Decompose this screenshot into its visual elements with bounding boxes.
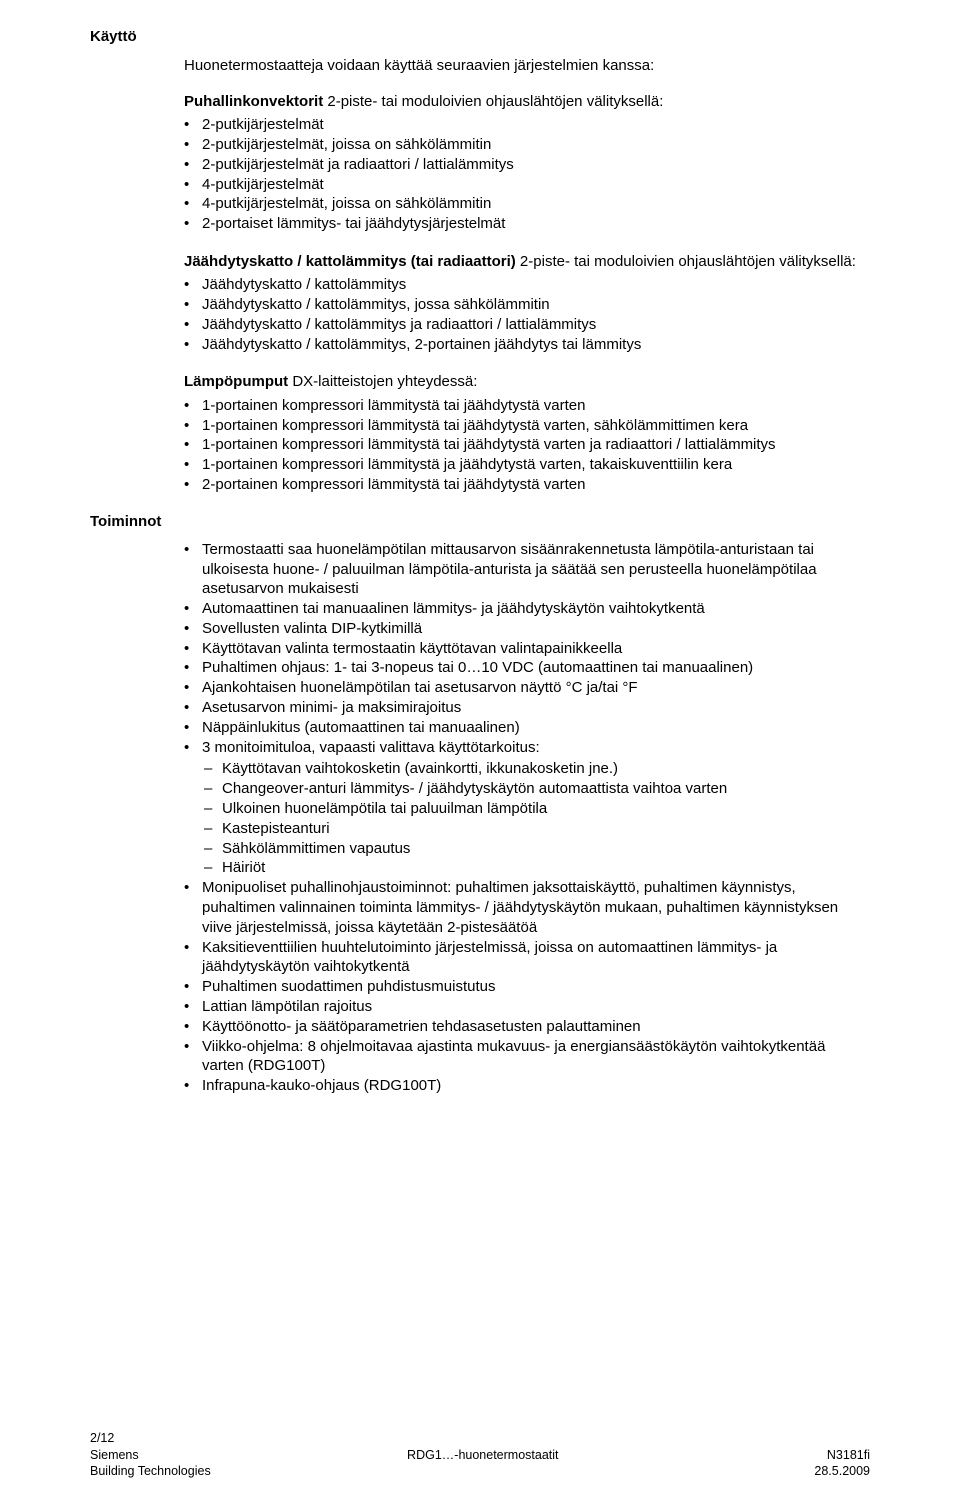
section2-title-bold: Jäähdytyskatto / kattolämmitys (tai radi… bbox=[184, 253, 516, 270]
list-item: Monipuoliset puhallinohjaustoiminnot: pu… bbox=[184, 878, 870, 937]
section2-title: Jäähdytyskatto / kattolämmitys (tai radi… bbox=[184, 252, 870, 272]
list-item: 1-portainen kompressori lämmitystä tai j… bbox=[184, 435, 870, 455]
sublist-item: Changeover-anturi lämmitys- / jäähdytysk… bbox=[202, 779, 870, 799]
list-item: Puhaltimen ohjaus: 1- tai 3-nopeus tai 0… bbox=[184, 658, 870, 678]
section3-list: 1-portainen kompressori lämmitystä tai j… bbox=[184, 396, 870, 495]
list-item: 4-putkijärjestelmät bbox=[184, 175, 870, 195]
sublist-item: Ulkoinen huonelämpötila tai paluuilman l… bbox=[202, 799, 870, 819]
footer-page-number: 2/12 bbox=[90, 1431, 870, 1445]
list-item: Jäähdytyskatto / kattolämmitys, 2-portai… bbox=[184, 335, 870, 355]
list-item: Viikko-ohjelma: 8 ohjelmoitavaa ajastint… bbox=[184, 1037, 870, 1077]
section1-list: 2-putkijärjestelmät 2-putkijärjestelmät,… bbox=[184, 115, 870, 234]
list-item: 1-portainen kompressori lämmitystä ja jä… bbox=[184, 455, 870, 475]
list-item: Puhaltimen suodattimen puhdistusmuistutu… bbox=[184, 977, 870, 997]
document-page: Käyttö Huonetermostaatteja voidaan käytt… bbox=[0, 0, 960, 1499]
list-item: Käyttöönotto- ja säätöparametrien tehdas… bbox=[184, 1017, 870, 1037]
list-item: Automaattinen tai manuaalinen lämmitys- … bbox=[184, 599, 870, 619]
sublist-item: Käyttötavan vaihtokosketin (avainkortti,… bbox=[202, 759, 870, 779]
list-item: Käyttötavan valinta termostaatin käyttöt… bbox=[184, 639, 870, 659]
list-item: 2-putkijärjestelmät, joissa on sähkölämm… bbox=[184, 135, 870, 155]
section3-title-bold: Lämpöpumput bbox=[184, 373, 288, 390]
list-item: Jäähdytyskatto / kattolämmitys, jossa sä… bbox=[184, 295, 870, 315]
list-item: Näppäinlukitus (automaattinen tai manuaa… bbox=[184, 718, 870, 738]
footer-center: RDG1…-huonetermostaatit bbox=[407, 1447, 558, 1463]
heading-toiminnot: Toiminnot bbox=[90, 513, 870, 530]
section4-list: Termostaatti saa huonelämpötilan mittaus… bbox=[184, 540, 870, 1096]
list-item: 2-portainen kompressori lämmitystä tai j… bbox=[184, 475, 870, 495]
list-item: Kaksitieventtiilien huuhtelutoiminto jär… bbox=[184, 938, 870, 978]
footer-row-1: Siemens RDG1…-huonetermostaatit N3181fi bbox=[90, 1447, 870, 1463]
list-item: Termostaatti saa huonelämpötilan mittaus… bbox=[184, 540, 870, 599]
sublist-item: Häiriöt bbox=[202, 858, 870, 878]
section3-title-rest: DX-laitteistojen yhteydessä: bbox=[288, 373, 477, 390]
list-item: 4-putkijärjestelmät, joissa on sähkölämm… bbox=[184, 194, 870, 214]
section4-sublist: Käyttötavan vaihtokosketin (avainkortti,… bbox=[202, 759, 870, 878]
section1-title-rest: 2-piste- tai moduloivien ohjauslähtöjen … bbox=[323, 93, 663, 110]
section2-title-rest: 2-piste- tai moduloivien ohjauslähtöjen … bbox=[516, 253, 856, 270]
intro-text: Huonetermostaatteja voidaan käyttää seur… bbox=[184, 57, 870, 74]
sublist-item: Sähkölämmittimen vapautus bbox=[202, 839, 870, 859]
footer-left-2: Building Technologies bbox=[90, 1463, 211, 1479]
section1-title-bold: Puhallinkonvektorit bbox=[184, 93, 323, 110]
list-item: Asetusarvon minimi- ja maksimirajoitus bbox=[184, 698, 870, 718]
footer-left-1: Siemens bbox=[90, 1447, 139, 1463]
list-item: Jäähdytyskatto / kattolämmitys bbox=[184, 275, 870, 295]
footer-right-2: 28.5.2009 bbox=[814, 1463, 870, 1479]
sublist-item: Kastepisteanturi bbox=[202, 819, 870, 839]
list-item: 1-portainen kompressori lämmitystä tai j… bbox=[184, 396, 870, 416]
list-item: Lattian lämpötilan rajoitus bbox=[184, 997, 870, 1017]
section1-title: Puhallinkonvektorit 2-piste- tai moduloi… bbox=[184, 92, 870, 112]
section3-title: Lämpöpumput DX-laitteistojen yhteydessä: bbox=[184, 372, 870, 392]
list-item: Infrapuna-kauko-ohjaus (RDG100T) bbox=[184, 1076, 870, 1096]
heading-kaytto: Käyttö bbox=[90, 28, 870, 45]
section2-list: Jäähdytyskatto / kattolämmitys Jäähdytys… bbox=[184, 275, 870, 354]
list-item: 2-putkijärjestelmät ja radiaattori / lat… bbox=[184, 155, 870, 175]
list-item: 2-portaiset lämmitys- tai jäähdytysjärje… bbox=[184, 214, 870, 234]
footer-right-1: N3181fi bbox=[827, 1447, 870, 1463]
list-item-text: 3 monitoimituloa, vapaasti valittava käy… bbox=[202, 739, 540, 756]
list-item-with-sub: 3 monitoimituloa, vapaasti valittava käy… bbox=[184, 738, 870, 879]
footer-row-2: Building Technologies 28.5.2009 bbox=[90, 1463, 870, 1479]
list-item: Ajankohtaisen huonelämpötilan tai asetus… bbox=[184, 678, 870, 698]
list-item: Jäähdytyskatto / kattolämmitys ja radiaa… bbox=[184, 315, 870, 335]
list-item: 1-portainen kompressori lämmitystä tai j… bbox=[184, 416, 870, 436]
page-footer: 2/12 Siemens RDG1…-huonetermostaatit N31… bbox=[90, 1431, 870, 1480]
list-item: 2-putkijärjestelmät bbox=[184, 115, 870, 135]
list-item: Sovellusten valinta DIP-kytkimillä bbox=[184, 619, 870, 639]
